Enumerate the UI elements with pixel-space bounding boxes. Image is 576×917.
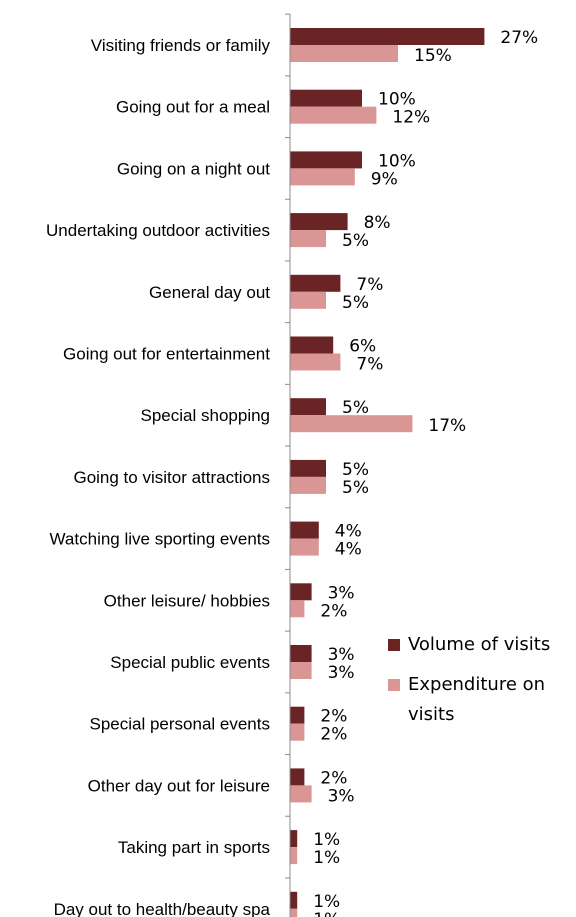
category-labels: Visiting friends or family Going out for … [46, 36, 271, 917]
bar-volume-9 [290, 583, 312, 601]
value-labels: 27%15%10%12%10%9%8%5%7%5%6%7%5%17%5%5%4%… [313, 28, 538, 917]
legend-item-volume: Volume of visits [388, 630, 576, 660]
value-label-expenditure-3: 5% [342, 231, 369, 251]
value-label-volume-10: 3% [328, 645, 355, 665]
bar-expenditure-2 [290, 168, 355, 186]
legend-swatch-expenditure [388, 679, 400, 691]
bar-volume-10 [290, 645, 312, 662]
legend: Volume of visits Expenditure on visits [388, 630, 576, 740]
value-label-volume-13: 1% [313, 830, 340, 850]
value-label-expenditure-12: 3% [328, 786, 355, 806]
bar-volume-13 [290, 830, 298, 848]
value-label-expenditure-7: 5% [342, 478, 369, 498]
category-label-2: Going on a night out [117, 159, 270, 178]
value-label-expenditure-1: 12% [392, 108, 430, 128]
category-label-7: Going to visitor attractions [73, 468, 270, 487]
bar-volume-11 [290, 706, 305, 724]
category-label-0: Visiting friends or family [91, 36, 271, 55]
value-label-volume-1: 10% [378, 90, 416, 110]
category-label-4: General day out [149, 283, 270, 302]
bar-volume-1 [290, 89, 362, 107]
category-label-10: Special public events [110, 653, 270, 672]
value-label-expenditure-13: 1% [313, 848, 340, 868]
value-label-expenditure-14: 1% [313, 910, 340, 917]
bar-expenditure-10 [290, 662, 312, 679]
value-label-expenditure-11: 2% [320, 725, 347, 745]
bar-volume-12 [290, 768, 305, 786]
bar-expenditure-5 [290, 353, 341, 371]
bar-expenditure-11 [290, 723, 305, 741]
category-label-3: Undertaking outdoor activities [46, 221, 270, 240]
category-label-6: Special shopping [141, 406, 270, 425]
value-label-volume-2: 10% [378, 151, 416, 171]
bar-expenditure-14 [290, 908, 298, 917]
value-label-volume-9: 3% [328, 583, 355, 603]
value-label-volume-12: 2% [320, 768, 347, 788]
category-label-8: Watching live sporting events [50, 530, 270, 549]
y-axis [285, 13, 291, 917]
category-label-5: Going out for entertainment [63, 345, 270, 364]
value-label-expenditure-10: 3% [328, 663, 355, 683]
value-label-expenditure-0: 15% [414, 46, 452, 66]
value-label-volume-14: 1% [313, 892, 340, 912]
bar-volume-7 [290, 459, 326, 477]
value-label-volume-6: 5% [342, 398, 369, 418]
bar-expenditure-9 [290, 600, 305, 618]
legend-item-expenditure: Expenditure on visits [388, 670, 576, 730]
bar-expenditure-0 [290, 45, 398, 62]
bar-volume-5 [290, 336, 334, 354]
value-label-expenditure-8: 4% [335, 540, 362, 560]
category-label-1: Going out for a meal [116, 98, 270, 117]
value-label-expenditure-2: 9% [371, 169, 398, 189]
value-label-expenditure-9: 2% [320, 601, 347, 621]
bar-expenditure-7 [290, 476, 326, 494]
bar-expenditure-3 [290, 230, 326, 248]
legend-label-expenditure: Expenditure on visits [408, 674, 546, 725]
bar-expenditure-1 [290, 106, 377, 124]
value-label-volume-0: 27% [500, 28, 538, 48]
value-label-volume-7: 5% [342, 460, 369, 480]
value-label-volume-4: 7% [356, 275, 383, 295]
bar-expenditure-4 [290, 291, 326, 309]
value-label-volume-11: 2% [320, 707, 347, 727]
bar-volume-6 [290, 398, 326, 416]
bar-expenditure-8 [290, 538, 319, 556]
category-label-11: Special personal events [89, 715, 270, 734]
bar-expenditure-6 [290, 415, 413, 433]
bar-expenditure-12 [290, 785, 312, 803]
category-label-12: Other day out for leisure [88, 776, 270, 795]
bar-expenditure-13 [290, 847, 298, 865]
bars [290, 28, 485, 917]
bar-volume-3 [290, 213, 348, 231]
legend-label-volume: Volume of visits [408, 634, 551, 655]
value-label-volume-3: 8% [364, 213, 391, 233]
bar-volume-14 [290, 891, 298, 909]
category-label-13: Taking part in sports [118, 838, 270, 857]
category-label-9: Other leisure/ hobbies [104, 591, 270, 610]
bar-volume-0 [290, 28, 485, 45]
category-label-14: Day out to health/beauty spa [54, 900, 271, 917]
value-label-volume-5: 6% [349, 337, 376, 357]
value-label-expenditure-5: 7% [356, 355, 383, 375]
value-label-expenditure-6: 17% [428, 416, 466, 436]
value-label-volume-8: 4% [335, 522, 362, 542]
value-label-expenditure-4: 5% [342, 293, 369, 313]
bar-volume-8 [290, 521, 319, 539]
legend-swatch-volume [388, 639, 400, 651]
bar-volume-2 [290, 151, 362, 169]
bar-volume-4 [290, 274, 341, 292]
